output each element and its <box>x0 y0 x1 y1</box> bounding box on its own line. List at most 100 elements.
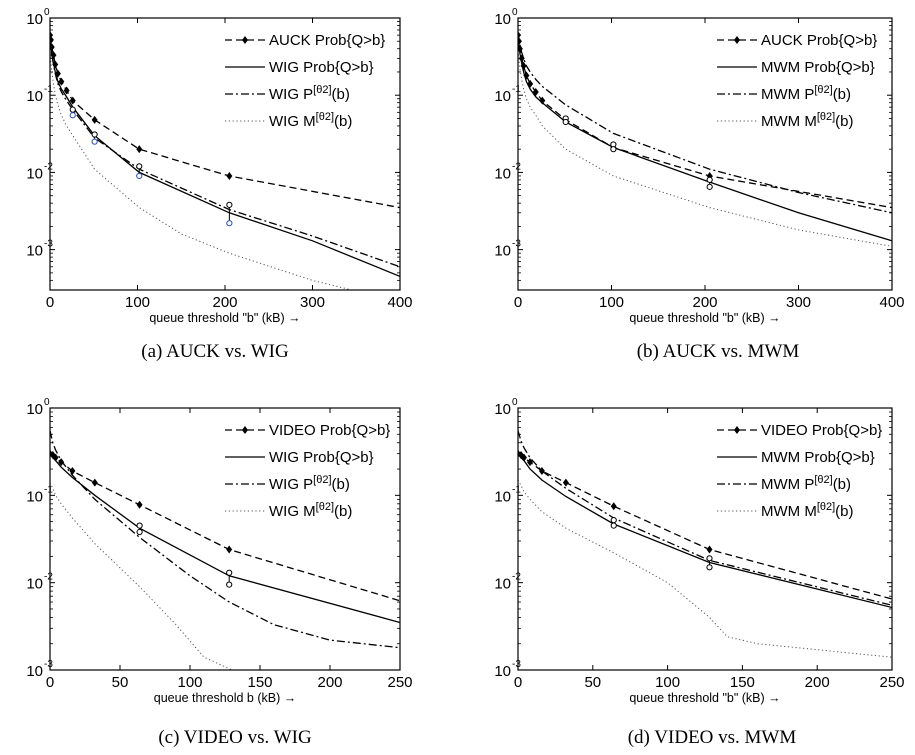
error-bar-cap <box>226 581 233 588</box>
series-line <box>518 430 892 606</box>
legend-label: MWM Prob{Q>b} <box>761 59 875 76</box>
legend-marker <box>734 426 740 434</box>
series-marker <box>58 458 65 467</box>
series-line <box>518 453 892 609</box>
y-tick-label: 10 <box>26 243 43 260</box>
series-line <box>518 50 892 247</box>
error-bar-cap <box>136 528 143 536</box>
error-bar-cap <box>706 183 713 190</box>
x-tick-label: 250 <box>879 674 904 691</box>
y-tick-label: 10 <box>26 88 43 105</box>
error-bar-cap <box>136 522 143 529</box>
legend-label: MWM Prob{Q>b} <box>761 449 875 466</box>
legend-marker <box>242 426 248 434</box>
error-bar-cap <box>610 522 617 529</box>
series-line <box>518 33 892 214</box>
series-marker <box>136 500 143 509</box>
error-bar-cap <box>706 176 713 184</box>
x-tick-label: 150 <box>247 674 272 691</box>
series-marker <box>706 545 713 554</box>
error-bar-cap <box>226 201 233 208</box>
error-bar-cap <box>610 146 617 153</box>
legend-label: WIG Prob{Q>b} <box>269 59 374 76</box>
legend-label: VIDEO Prob{Q>b} <box>761 422 882 439</box>
y-tick-label: 10 <box>494 488 511 505</box>
legend-label: VIDEO Prob{Q>b} <box>269 422 390 439</box>
error-bar-cap <box>706 564 713 571</box>
legend-label: MWM P[θ2](b) <box>761 474 851 493</box>
x-axis-label: queue threshold "b" (kB) → <box>629 311 780 325</box>
error-bar-cap <box>706 555 713 562</box>
y-tick-exponent: 0 <box>512 397 518 408</box>
axes-frame <box>517 17 893 291</box>
error-bar-cap <box>136 163 143 170</box>
y-tick-exponent: -1 <box>44 84 53 95</box>
y-tick-exponent: 0 <box>44 397 50 408</box>
x-tick-label: 100 <box>655 674 680 691</box>
series-marker <box>91 115 98 124</box>
series-line <box>50 453 400 624</box>
series-marker <box>226 545 233 554</box>
y-tick-exponent: -3 <box>44 659 53 670</box>
x-tick-label: 200 <box>212 294 237 311</box>
plot-area <box>50 31 400 290</box>
y-tick-label: 10 <box>494 576 511 593</box>
x-tick-label: 100 <box>177 674 202 691</box>
y-tick-label: 10 <box>494 11 511 28</box>
axes-frame <box>49 17 401 291</box>
legend: AUCK Prob{Q>b} MWM Prob{Q>b} MWM P[θ2](b) M… <box>717 32 877 130</box>
plot-area <box>518 430 892 658</box>
y-tick-label: 10 <box>26 401 43 418</box>
x-axis-label: queue threshold "b" (kB) → <box>149 311 300 325</box>
legend: VIDEO Prob{Q>b} MWM Prob{Q>b} MWM P[θ2](b)… <box>717 422 882 520</box>
error-bar-cap <box>610 517 617 524</box>
y-tick-exponent: -3 <box>512 659 521 670</box>
legend-label: MWM P[θ2](b) <box>761 84 851 103</box>
panel-caption: (a) AUCK vs. WIG <box>141 341 289 362</box>
y-tick-exponent: -3 <box>512 239 521 250</box>
legend: AUCK Prob{Q>b} WIG Prob{Q>b} WIG P[θ2](b) W… <box>225 32 385 130</box>
y-tick-label: 10 <box>494 88 511 105</box>
y-tick-label: 10 <box>26 663 43 680</box>
error-bar-cap <box>226 220 233 227</box>
axes-frame <box>49 407 401 671</box>
panel-caption: (c) VIDEO vs. WIG <box>158 727 312 748</box>
legend-label: AUCK Prob{Q>b} <box>269 32 385 49</box>
series-marker <box>610 502 617 511</box>
axes-frame <box>517 407 893 671</box>
y-tick-label: 10 <box>26 488 43 505</box>
y-tick-exponent: 0 <box>44 7 50 18</box>
series-marker <box>136 145 143 154</box>
x-tick-label: 50 <box>112 674 129 691</box>
legend-label: MWM M[θ2](b) <box>761 111 854 130</box>
legend-label: AUCK Prob{Q>b} <box>761 32 877 49</box>
legend-marker <box>242 36 248 44</box>
x-tick-label: 0 <box>46 294 54 311</box>
y-tick-label: 10 <box>26 576 43 593</box>
y-tick-label: 10 <box>26 165 43 182</box>
legend-label: WIG P[θ2](b) <box>269 474 350 493</box>
y-tick-exponent: -2 <box>512 572 521 583</box>
series-marker <box>63 86 70 95</box>
error-bar-cap <box>562 118 569 126</box>
x-tick-label: 300 <box>300 294 325 311</box>
series-marker <box>50 450 56 459</box>
y-tick-label: 10 <box>26 11 43 28</box>
legend-marker <box>734 36 740 44</box>
series-line <box>50 482 233 670</box>
y-tick-exponent: -1 <box>512 84 521 95</box>
series-marker <box>518 450 524 459</box>
y-tick-label: 10 <box>494 165 511 182</box>
series-marker <box>69 96 76 105</box>
error-bar-cap <box>91 138 98 145</box>
series-line <box>50 53 353 290</box>
y-tick-label: 10 <box>494 663 511 680</box>
legend-label: WIG M[θ2](b) <box>269 501 352 520</box>
x-axis-label: queue threshold "b" (kB) → <box>629 691 780 705</box>
series-marker <box>69 466 76 475</box>
x-tick-label: 200 <box>692 294 717 311</box>
y-tick-exponent: -3 <box>44 239 53 250</box>
legend-label: WIG Prob{Q>b} <box>269 449 374 466</box>
